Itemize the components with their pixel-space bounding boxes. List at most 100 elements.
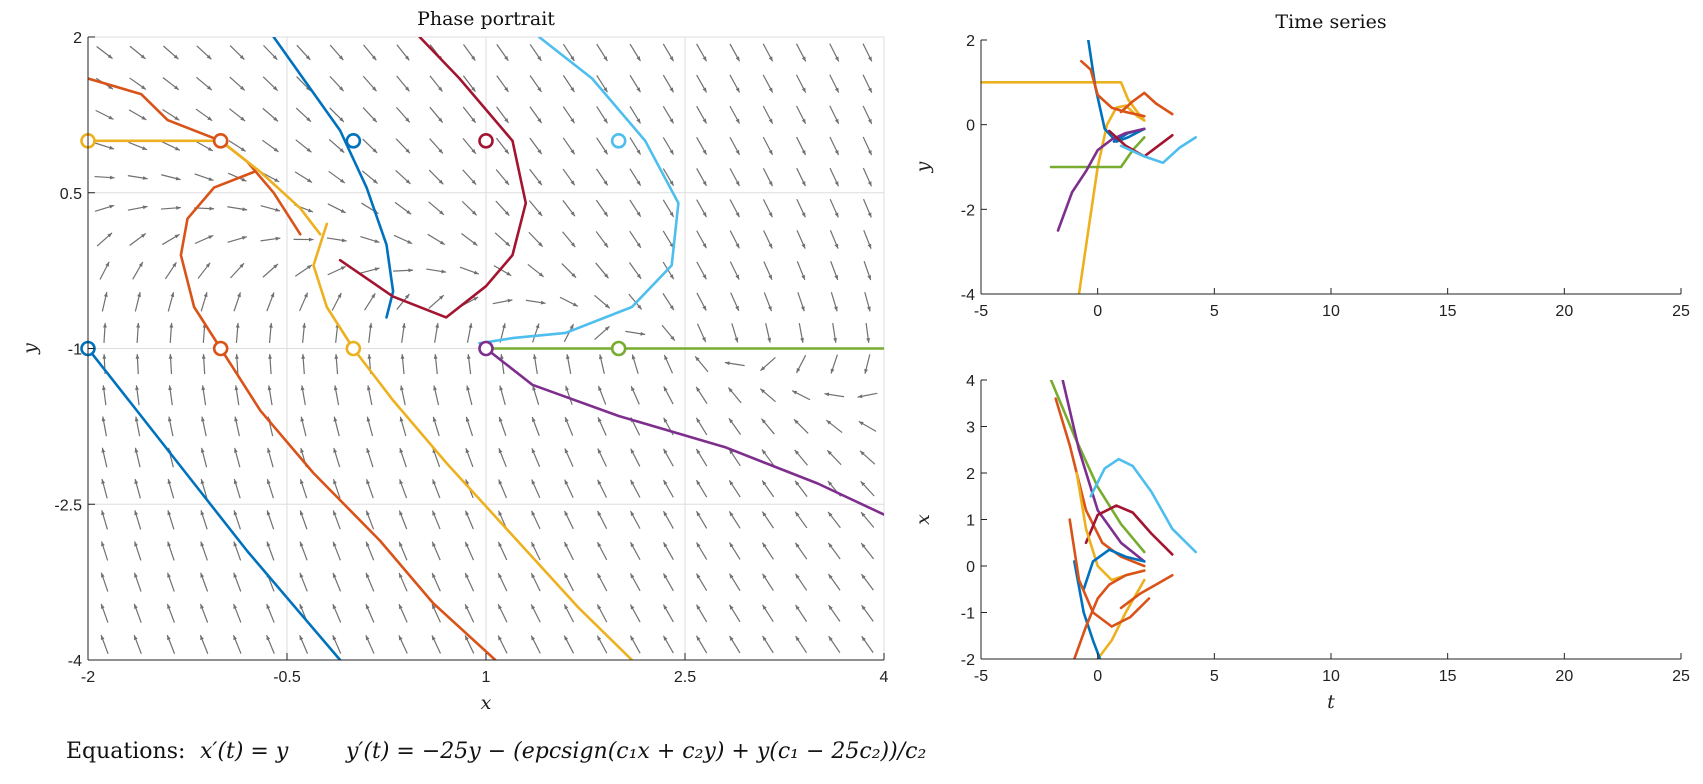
field-arrow-head	[800, 337, 804, 343]
field-arrow-head	[102, 322, 107, 328]
field-arrow-head	[465, 573, 469, 579]
field-arrow-head	[134, 416, 139, 422]
y-tick-label: 0.5	[60, 186, 82, 203]
field-arrow-head	[762, 573, 767, 579]
field-arrow-head	[571, 273, 577, 278]
field-arrow-head	[174, 85, 179, 90]
field-arrow-head	[636, 180, 641, 186]
field-arrow-head	[702, 274, 707, 280]
field-arrow-head	[570, 118, 575, 124]
series-line-blue	[1073, 560, 1102, 659]
field-arrow-head	[663, 448, 668, 454]
field-arrow-head	[830, 368, 835, 374]
field-arrow-head	[564, 479, 569, 485]
field-arrow-head	[273, 263, 278, 269]
field-arrow-head	[868, 87, 872, 93]
field-arrow-head	[275, 236, 281, 241]
series-line-purple	[484, 347, 884, 516]
field-arrow-head	[170, 292, 175, 298]
time-series-y-panel: -5 0 5 10 15 20 25 -4 -2 0 2 Time series y	[912, 11, 1690, 320]
field-arrow-head	[432, 510, 437, 516]
field-arrow-head	[859, 450, 865, 456]
field-arrow-head	[537, 149, 542, 155]
field-arrow-head	[266, 541, 271, 547]
series-line-blue	[272, 37, 395, 319]
field-arrow-head	[828, 542, 833, 548]
field-arrow-head	[506, 271, 512, 276]
field-arrow-head	[564, 635, 569, 641]
x-tick-label: 4	[880, 669, 889, 686]
initial-point-marker	[478, 133, 494, 149]
field-arrow-head	[101, 385, 106, 391]
field-arrow-head	[239, 54, 245, 60]
field-arrow-head	[630, 604, 635, 610]
field-arrow-head	[670, 335, 675, 341]
field-arrow-head	[834, 118, 839, 124]
series-line-blue	[1082, 548, 1146, 591]
field-arrow-head	[333, 447, 338, 453]
field-arrow-head	[735, 181, 740, 186]
chart-title: Time series	[1275, 11, 1386, 33]
y-axis-label: x	[912, 514, 934, 525]
field-arrow-head	[631, 354, 636, 360]
field-arrow-head	[333, 385, 338, 391]
field-arrow-head	[867, 118, 872, 124]
field-arrow-head	[433, 354, 438, 359]
series-line-orange	[1119, 573, 1174, 610]
field-arrow-head	[630, 511, 635, 516]
field-arrow-head	[864, 368, 869, 374]
field-arrow-head	[142, 146, 148, 150]
field-arrow-head	[824, 392, 830, 397]
field-arrow-head	[696, 480, 701, 486]
field-arrow-head	[564, 604, 569, 610]
y-tick-label: 2	[966, 466, 975, 483]
field-arrow-head	[105, 261, 110, 267]
field-arrow-head	[465, 510, 470, 516]
field-arrow-head	[242, 207, 248, 212]
field-arrow-head	[604, 273, 609, 279]
chart-title: Phase portrait	[417, 8, 555, 30]
field-arrow-head	[438, 86, 443, 92]
field-arrow-head	[867, 212, 872, 218]
field-arrow-head	[272, 55, 278, 60]
field-arrow-head	[669, 305, 674, 311]
field-arrow-head	[499, 385, 504, 391]
field-arrow-head	[234, 354, 239, 359]
field-arrow-head	[565, 417, 569, 423]
field-arrow-head	[572, 302, 578, 307]
initial-point-marker	[478, 340, 494, 357]
field-arrow-head	[134, 541, 138, 547]
field-arrow-head	[368, 322, 373, 328]
field-arrow-head	[532, 417, 536, 423]
field-arrow-head	[235, 322, 240, 328]
field-arrow-head	[471, 86, 476, 92]
initial-point-marker	[345, 133, 362, 149]
x-tick-label: 5	[1210, 668, 1219, 685]
field-arrow-head	[103, 292, 108, 297]
field-arrow-head	[531, 479, 536, 485]
field-arrow-head	[760, 366, 766, 371]
field-arrow-head	[200, 635, 204, 641]
field-arrow-head	[307, 208, 313, 213]
field-arrow-head	[299, 572, 304, 578]
field-arrow-head	[374, 267, 380, 272]
field-arrow-head	[603, 211, 608, 217]
field-arrow-head	[201, 385, 206, 391]
field-arrow-head	[827, 480, 833, 486]
field-arrow-head	[200, 510, 205, 516]
field-arrow-head	[669, 211, 674, 217]
field-arrow-head	[466, 354, 471, 359]
y-tick-label: -1	[68, 342, 82, 359]
field-arrow-head	[833, 306, 838, 312]
field-arrow-head	[340, 266, 346, 271]
field-arrow-head	[134, 479, 139, 484]
field-arrow-head	[101, 479, 106, 484]
field-arrow-head	[266, 635, 271, 641]
field-arrow-head	[134, 603, 138, 609]
field-arrow-head	[266, 603, 271, 609]
field-arrow-head	[142, 205, 148, 210]
field-arrow-head	[735, 87, 740, 93]
field-arrow-head	[597, 573, 602, 579]
field-arrow-head	[597, 448, 602, 454]
field-arrow-head	[399, 416, 404, 422]
